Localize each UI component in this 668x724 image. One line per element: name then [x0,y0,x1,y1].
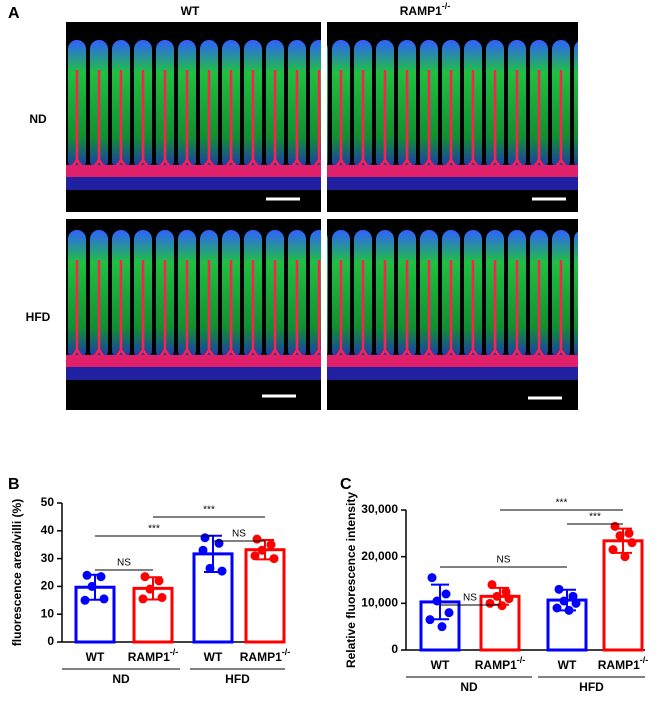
data-point [145,584,155,594]
significance-label: NS [117,558,131,569]
group-label: HFD [225,672,250,686]
group-label: HFD [579,680,604,694]
y-tick-label: 50 [41,495,55,509]
data-point [624,528,634,538]
data-point [80,595,90,605]
significance-label: NS [463,593,477,604]
data-point [487,580,497,590]
micrograph [66,219,321,410]
data-point [269,554,279,564]
y-tick-label: 20,000 [361,549,398,563]
data-point [82,570,92,580]
data-point [214,538,224,548]
data-point [564,605,574,615]
data-point [615,531,625,541]
y-tick-label: 30,000 [361,502,398,516]
x-tick-label: RAMP1-/- [475,655,526,672]
data-point [266,540,276,550]
panel-label: A [8,5,20,22]
y-tick-label: 0 [391,642,398,656]
y-tick-label: 0 [47,634,54,648]
data-point [432,596,442,606]
x-tick-label: WT [86,650,105,664]
y-axis-label: fluorescence area/villi (%) [10,499,24,646]
data-point [427,573,437,583]
data-point [441,589,451,599]
x-tick-label: RAMP1-/- [598,655,649,672]
significance-label: *** [203,505,215,516]
significance-label: *** [556,498,568,509]
significance-label: NS [497,555,511,566]
data-point [571,598,581,608]
data-point [504,594,514,604]
x-tick-label: WT [204,650,223,664]
y-tick-label: 30 [41,551,55,565]
x-tick-label: WT [558,658,577,672]
data-point [425,615,435,625]
row-label: HFD [26,310,51,324]
data-point [140,572,150,582]
group-label: ND [112,672,130,686]
data-point [444,608,454,618]
x-tick-label: RAMP1-/- [240,647,291,664]
column-label: RAMP1-/- [400,1,451,18]
data-point [154,576,164,586]
data-point [497,601,507,611]
data-point [608,545,618,555]
data-point [485,598,495,608]
y-tick-label: 10 [41,606,55,620]
data-point [568,591,578,601]
data-point [138,594,148,604]
data-point [257,545,267,555]
data-point [217,566,227,576]
scale-bars [262,197,566,400]
data-point [198,545,208,555]
micrograph [66,22,321,212]
data-point [99,594,109,604]
significance-label: NS [232,529,246,540]
data-point [200,533,210,543]
significance-label: *** [148,524,160,535]
data-point [87,581,97,591]
x-tick-label: WT [431,658,450,672]
significance-label: *** [589,512,601,523]
y-tick-label: 20 [41,579,55,593]
y-axis-label: Relative fluorescence intensity [344,492,358,668]
column-label: WT [181,4,200,18]
bar [244,548,286,644]
data-point [559,596,569,606]
data-point [205,563,215,573]
data-point [610,521,620,531]
y-tick-label: 40 [41,523,55,537]
panel-label: C [340,476,352,493]
row-label: ND [29,112,47,126]
data-point [252,534,262,544]
panel-label: B [8,476,20,493]
y-tick-label: 10,000 [361,596,398,610]
data-point [96,572,106,582]
data-point [492,591,502,601]
data-point [437,622,447,632]
micrograph [327,22,578,212]
data-point [157,593,167,603]
data-point [552,603,562,613]
group-label: ND [460,680,478,694]
data-point [501,587,511,597]
micrograph [327,219,578,410]
data-point [250,551,260,561]
x-tick-label: RAMP1-/- [128,647,179,664]
data-point [620,552,630,562]
data-point [554,584,564,594]
data-point [627,538,637,548]
